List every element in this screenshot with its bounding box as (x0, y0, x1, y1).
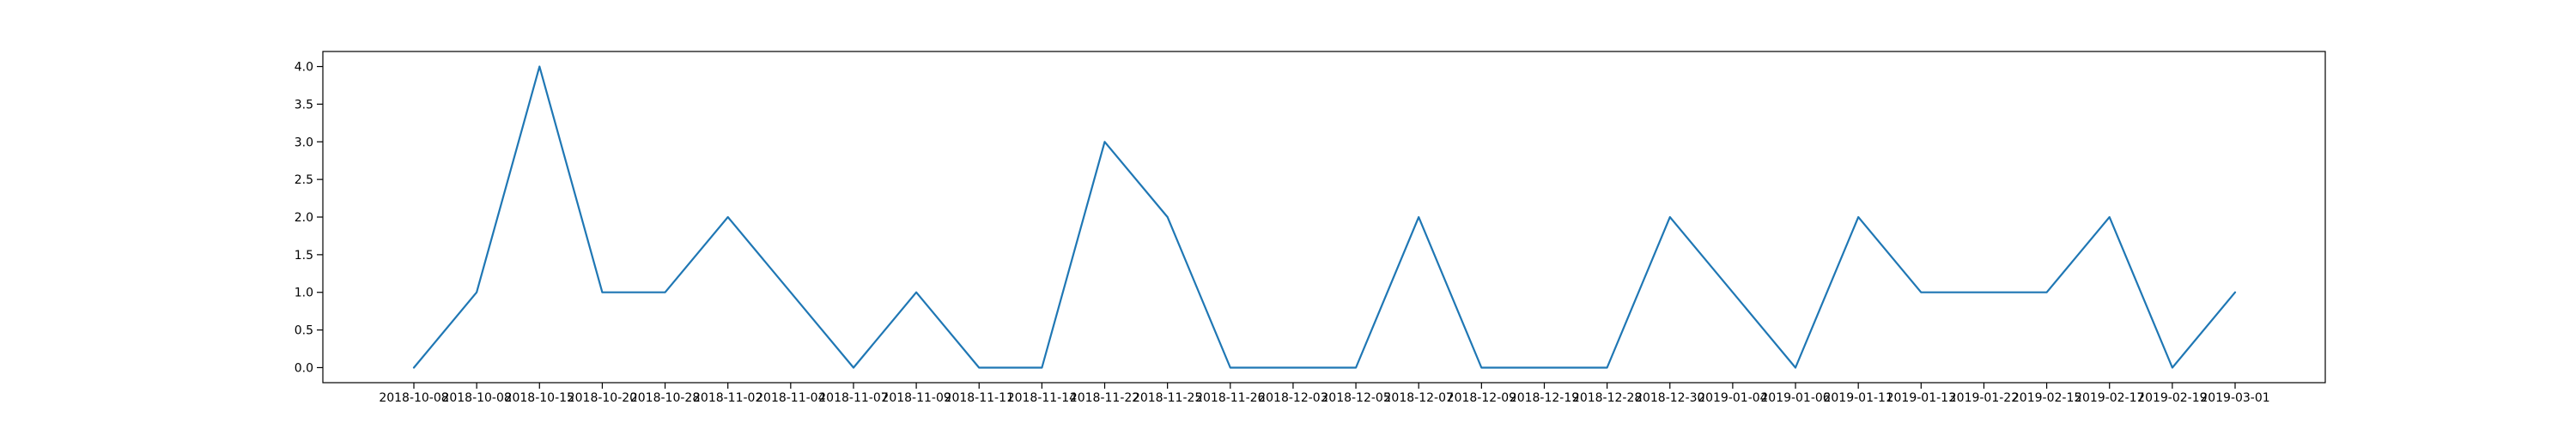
x-tick-label: 2018-12-19 (1510, 391, 1579, 405)
x-tick-label: 2018-11-14 (1007, 391, 1077, 405)
y-axis: 0.0 0.5 1.0 1.5 2.0 2.5 3.0 3.5 4.0 (295, 61, 323, 375)
x-tick-label: 2018-10-08 (379, 391, 448, 405)
x-tick-label: 2018-10-15 (505, 391, 574, 405)
y-tick-label: 1.0 (295, 287, 313, 300)
x-tick-label: 2018-12-28 (1572, 391, 1642, 405)
x-tick-label: 2019-03-01 (2200, 391, 2269, 405)
x-tick-label: 2019-01-22 (1949, 391, 2019, 405)
x-tick-label: 2018-11-11 (945, 391, 1014, 405)
x-tick-label: 2018-11-25 (1133, 391, 1202, 405)
x-axis: 2018-10-082018-10-082018-10-152018-10-20… (379, 383, 2270, 405)
y-tick-label: 0.0 (295, 361, 313, 375)
x-tick-label: 2018-10-28 (630, 391, 700, 405)
x-tick-label: 2018-11-02 (693, 391, 762, 405)
y-tick-label: 4.0 (295, 61, 313, 75)
y-tick-label: 2.5 (295, 173, 313, 187)
series-line (412, 65, 2237, 369)
x-tick-label: 2018-11-07 (818, 391, 888, 405)
x-tick-label: 2019-02-19 (2137, 391, 2207, 405)
x-tick-label: 2018-12-05 (1321, 391, 1390, 405)
y-tick-label: 3.0 (295, 136, 313, 149)
x-tick-label: 2018-12-07 (1384, 391, 1454, 405)
x-tick-label: 2018-12-30 (1635, 391, 1704, 405)
x-tick-label: 2018-12-09 (1447, 391, 1516, 405)
x-tick-label: 2019-01-06 (1760, 391, 1830, 405)
x-tick-label: 2018-11-22 (1070, 391, 1139, 405)
x-tick-label: 2018-12-03 (1258, 391, 1327, 405)
y-tick-label: 3.5 (295, 98, 313, 112)
x-tick-label: 2019-02-17 (2075, 391, 2144, 405)
y-tick-label: 0.5 (295, 324, 313, 338)
x-tick-label: 2018-11-04 (756, 391, 825, 405)
plot-frame (322, 51, 2326, 384)
x-tick-label: 2018-10-20 (568, 391, 637, 405)
x-tick-label: 2019-01-13 (1886, 391, 1956, 405)
x-tick-label: 2019-02-15 (2012, 391, 2081, 405)
x-tick-label: 2019-01-11 (1823, 391, 1893, 405)
y-tick-label: 2.0 (295, 211, 313, 225)
x-tick-label: 2018-11-26 (1195, 391, 1265, 405)
x-tick-label: 2019-01-04 (1698, 391, 1767, 405)
y-tick-label: 1.5 (295, 249, 313, 263)
x-tick-label: 2018-11-09 (881, 391, 951, 405)
x-tick-label: 2018-10-08 (441, 391, 511, 405)
